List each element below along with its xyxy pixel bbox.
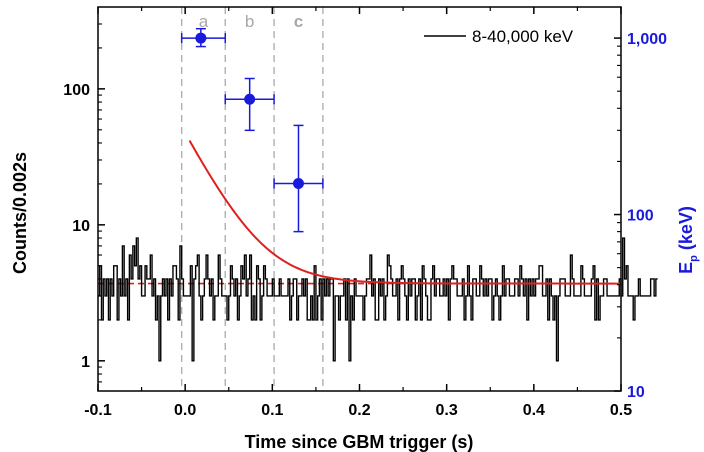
decay-fit-curve bbox=[188, 140, 621, 285]
y2-tick-label: 1,000 bbox=[627, 31, 667, 48]
y-tick-label: 1 bbox=[81, 354, 90, 371]
ep-marker bbox=[292, 177, 304, 189]
x-tick-label: 0.4 bbox=[523, 402, 545, 419]
x-tick-label: 0.1 bbox=[261, 402, 283, 419]
x-tick-label: 0.0 bbox=[174, 402, 196, 419]
interval-label: a bbox=[199, 12, 209, 31]
x-tick-label: -0.1 bbox=[84, 402, 112, 419]
y-tick-label: 10 bbox=[72, 218, 90, 235]
interval-label: c bbox=[294, 12, 303, 31]
x-tick-label: 0.2 bbox=[348, 402, 370, 419]
y2-tick-label: 10 bbox=[627, 384, 645, 401]
ep-marker bbox=[244, 93, 256, 105]
peak-energy-points bbox=[180, 27, 324, 233]
y-tick-label: 100 bbox=[63, 82, 90, 99]
y2-axis-ticks: 10 100 1,000 bbox=[614, 31, 667, 401]
ep-point bbox=[180, 27, 227, 48]
interval-labels: a b c bbox=[199, 12, 303, 31]
y-axis-ticks: 1 10 100 bbox=[63, 23, 105, 383]
y2-axis-label-unit: (keV) bbox=[676, 206, 696, 255]
y2-axis-label-main: E bbox=[676, 262, 696, 274]
interval-label: b bbox=[245, 12, 254, 31]
legend-label: 8-40,000 keV bbox=[472, 27, 574, 46]
interval-divider-lines bbox=[180, 7, 324, 391]
lightcurve-series-line bbox=[98, 237, 658, 362]
y2-axis-label-sub: p bbox=[688, 255, 700, 262]
y-axis-label: Counts/0.002s bbox=[10, 152, 30, 274]
plot-frame bbox=[97, 6, 622, 392]
y2-tick-label: 100 bbox=[627, 208, 654, 225]
x-tick-label: 0.5 bbox=[610, 402, 632, 419]
x-tick-label: 0.3 bbox=[436, 402, 458, 419]
ep-point bbox=[224, 77, 275, 132]
legend: 8-40,000 keV bbox=[424, 27, 574, 46]
x-axis-ticks: -0.1 0.0 0.1 0.2 0.3 0.4 0.5 bbox=[84, 7, 632, 419]
x-axis-label: Time since GBM trigger (s) bbox=[245, 432, 474, 452]
y2-axis-label: Ep (keV) bbox=[676, 206, 700, 274]
ep-marker bbox=[195, 32, 207, 44]
ep-point bbox=[273, 124, 324, 233]
